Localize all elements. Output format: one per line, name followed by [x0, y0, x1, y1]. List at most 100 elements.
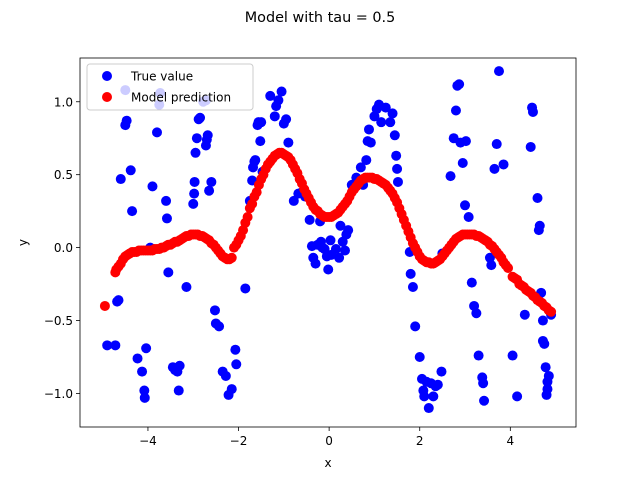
true-value-point-113 — [392, 176, 403, 187]
true-value-point-29 — [188, 198, 199, 209]
model-prediction-point-53 — [226, 252, 237, 263]
true-value-point-50 — [230, 344, 241, 355]
x-tick-label: 2 — [416, 434, 424, 448]
true-value-point-121 — [419, 391, 430, 402]
true-value-point-49 — [226, 384, 237, 395]
true-value-point-90 — [335, 220, 346, 231]
true-value-point-61 — [256, 117, 267, 128]
true-value-point-165 — [539, 338, 550, 349]
legend-marker-model-prediction — [102, 92, 112, 102]
y-tick-label: −1.0 — [44, 387, 73, 401]
true-value-point-14 — [141, 343, 152, 354]
true-value-point-78 — [310, 258, 321, 269]
y-tick-label: −0.5 — [44, 314, 73, 328]
true-value-point-155 — [519, 309, 530, 320]
true-value-point-107 — [380, 102, 391, 113]
true-value-point-66 — [273, 95, 284, 106]
true-value-point-143 — [473, 350, 484, 361]
true-value-point-4 — [115, 174, 126, 185]
true-value-point-26 — [173, 385, 184, 396]
true-value-point-10 — [132, 353, 143, 364]
true-value-point-159 — [532, 193, 543, 204]
true-value-point-0 — [102, 340, 113, 351]
true-value-point-99 — [361, 155, 372, 166]
true-value-point-88 — [330, 244, 341, 255]
true-value-point-112 — [392, 163, 403, 174]
true-value-point-140 — [466, 277, 477, 288]
true-value-point-154 — [512, 391, 523, 402]
true-value-point-64 — [269, 111, 280, 122]
true-value-point-101 — [363, 124, 374, 135]
x-axis-label: x — [324, 456, 331, 470]
true-value-point-110 — [389, 130, 400, 141]
y-tick-label: 1.0 — [54, 95, 73, 109]
true-value-point-123 — [423, 403, 434, 414]
true-value-point-116 — [407, 281, 418, 292]
true-value-point-30 — [189, 188, 200, 199]
true-value-point-148 — [486, 260, 497, 271]
true-value-point-31 — [189, 176, 200, 187]
true-value-point-12 — [139, 385, 150, 396]
true-value-point-27 — [174, 360, 185, 371]
true-value-point-94 — [343, 225, 354, 236]
true-value-point-7 — [121, 115, 132, 126]
true-value-point-35 — [195, 112, 206, 123]
y-axis-label: y — [16, 239, 30, 246]
legend-label-true-value: True value — [130, 70, 193, 84]
axes-frame — [79, 57, 577, 428]
true-value-point-3 — [113, 295, 124, 306]
true-value-point-8 — [125, 165, 136, 176]
true-value-point-139 — [463, 211, 474, 222]
true-value-point-11 — [137, 366, 148, 377]
x-tick-label: 0 — [325, 434, 333, 448]
true-value-point-86 — [325, 235, 336, 246]
true-value-point-89 — [334, 252, 345, 263]
true-value-point-168 — [543, 370, 554, 381]
true-value-point-149 — [489, 163, 500, 174]
legend-label-model-prediction: Model prediction — [131, 91, 231, 105]
y-tick-label: 0.5 — [54, 168, 73, 182]
true-value-point-40 — [202, 130, 213, 141]
true-value-point-150 — [491, 139, 502, 150]
true-value-point-13 — [139, 392, 150, 403]
true-value-point-41 — [204, 185, 215, 196]
true-value-point-151 — [494, 66, 504, 77]
true-value-point-115 — [405, 268, 416, 279]
axis-ticks: −4 −2 0 2 4 −1.0 −0.5 0.0 0.5 1.0 — [44, 95, 514, 448]
x-tick-label: 4 — [506, 434, 514, 448]
true-value-point-156 — [525, 141, 536, 152]
true-value-point-127 — [432, 379, 443, 390]
true-value-point-1 — [110, 340, 121, 351]
true-value-point-22 — [163, 267, 174, 278]
true-value-point-128 — [436, 366, 447, 377]
true-value-point-75 — [304, 214, 315, 225]
true-value-point-71 — [288, 195, 299, 206]
true-value-point-57 — [250, 155, 261, 166]
true-value-point-21 — [161, 213, 172, 224]
true-value-point-158 — [527, 106, 538, 117]
y-tick-label: 0.0 — [54, 241, 73, 255]
legend-marker-true-value — [102, 71, 112, 81]
true-value-point-42 — [206, 176, 217, 187]
true-value-point-161 — [534, 220, 545, 231]
true-value-point-106 — [376, 117, 387, 128]
legend: True value Model prediction — [86, 63, 254, 111]
model-prediction-point-193 — [546, 306, 557, 317]
true-value-point-33 — [191, 133, 202, 144]
true-value-point-32 — [190, 147, 201, 158]
true-value-point-111 — [391, 150, 402, 161]
chart-title: Model with tau = 0.5 — [245, 10, 396, 26]
model-prediction-point-175 — [503, 263, 514, 274]
true-value-point-69 — [281, 114, 292, 125]
true-value-point-47 — [220, 370, 231, 381]
true-value-point-125 — [428, 391, 439, 402]
true-value-point-16 — [147, 181, 158, 192]
true-value-point-138 — [460, 136, 471, 147]
true-value-point-60 — [255, 136, 266, 147]
true-value-point-170 — [541, 389, 552, 400]
true-value-point-142 — [471, 308, 482, 319]
true-value-point-132 — [450, 105, 461, 116]
model-prediction-point-60 — [242, 211, 253, 222]
true-value-point-92 — [339, 245, 350, 256]
